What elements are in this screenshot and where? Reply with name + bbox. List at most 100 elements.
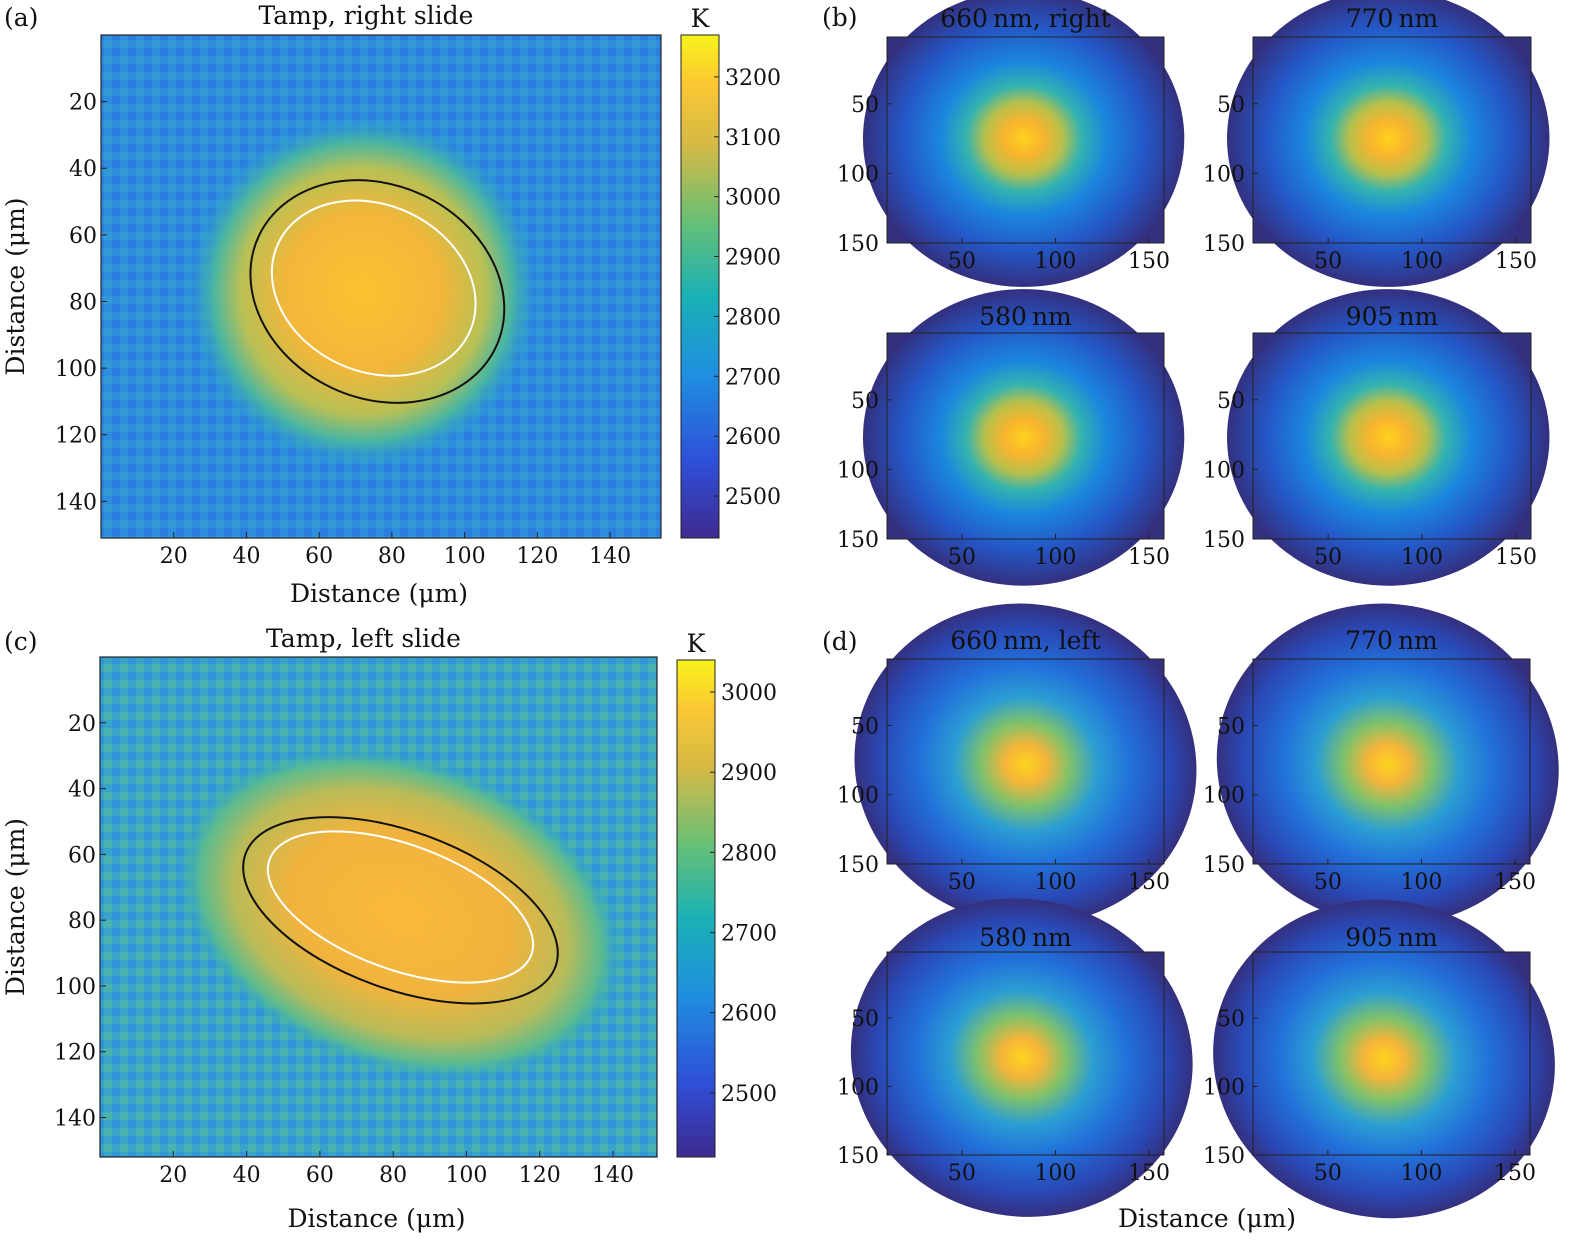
x-tick-label: 50 bbox=[1314, 545, 1342, 570]
image-title: 770 nm bbox=[1346, 4, 1439, 33]
colorbar-unit-label: K bbox=[691, 4, 711, 33]
y-tick-label: 80 bbox=[68, 909, 96, 934]
y-tick-label: 80 bbox=[69, 290, 97, 315]
y-tick-label: 150 bbox=[1203, 528, 1245, 553]
x-tick-label: 50 bbox=[948, 249, 976, 274]
panel-label-b: (b) bbox=[822, 3, 858, 32]
panel-label-a: (a) bbox=[4, 3, 38, 32]
x-tick-label: 40 bbox=[232, 544, 260, 569]
y-tick-label: 150 bbox=[837, 528, 879, 553]
plot-frame bbox=[99, 656, 658, 1158]
colorbar-tick-label: 2500 bbox=[721, 1082, 777, 1107]
y-tick-label: 60 bbox=[69, 224, 97, 249]
image-frame bbox=[886, 36, 1165, 244]
x-tick-label: 20 bbox=[160, 544, 188, 569]
y-tick-label: 100 bbox=[1203, 784, 1245, 809]
x-tick-label: 50 bbox=[948, 545, 976, 570]
emission-spot bbox=[863, 0, 1185, 287]
emission-spot bbox=[850, 898, 1193, 1217]
x-tick-label: 120 bbox=[516, 544, 558, 569]
x-tick-label: 40 bbox=[233, 1163, 261, 1188]
y-tick-label: 50 bbox=[1217, 93, 1245, 118]
contour-line-1 bbox=[266, 830, 535, 984]
x-tick-label: 80 bbox=[379, 1163, 407, 1188]
y-tick-label: 40 bbox=[69, 157, 97, 182]
spectral-image-d-1: 50 100 150 50 100 150 770 nm bbox=[1203, 603, 1559, 925]
x-tick-label: 50 bbox=[948, 1161, 976, 1186]
colorbar bbox=[676, 659, 716, 1158]
y-tick-label: 50 bbox=[851, 389, 879, 414]
x-tick-label: 60 bbox=[305, 544, 333, 569]
image-frame bbox=[1252, 658, 1531, 865]
x-tick-label: 150 bbox=[1128, 545, 1170, 570]
y-tick-label: 100 bbox=[1203, 458, 1245, 483]
y-tick-label: 20 bbox=[68, 712, 96, 737]
y-tick-label: 100 bbox=[54, 975, 96, 1000]
colorbar-tick-label: 2900 bbox=[721, 761, 777, 786]
x-tick-label: 100 bbox=[1034, 1161, 1076, 1186]
heatmap-panel-a: 20 40 60 80 100 120 140 20 40 60 80 100 120 140 Tamp, … bbox=[1, 1, 781, 608]
image-frame bbox=[1252, 951, 1531, 1156]
y-tick-label: 120 bbox=[55, 424, 97, 449]
x-tick-label: 100 bbox=[1034, 870, 1076, 895]
y-tick-label: 50 bbox=[1217, 389, 1245, 414]
x-tick-label: 150 bbox=[1494, 1161, 1536, 1186]
y-tick-label: 100 bbox=[1203, 162, 1245, 187]
emission-spot bbox=[1216, 603, 1559, 925]
y-tick-label: 150 bbox=[837, 232, 879, 257]
y-axis-label: Distance (μm) bbox=[1, 197, 30, 375]
x-tick-label: 100 bbox=[1400, 1161, 1442, 1186]
colorbar-tick-label: 2800 bbox=[721, 841, 777, 866]
y-tick-label: 100 bbox=[1203, 1075, 1245, 1100]
colorbar-tick-label: 2600 bbox=[721, 1002, 777, 1027]
y-tick-label: 100 bbox=[55, 357, 97, 382]
y-tick-label: 50 bbox=[851, 1007, 879, 1032]
x-tick-label: 100 bbox=[1400, 870, 1442, 895]
image-frame bbox=[886, 332, 1165, 540]
contour-line-0 bbox=[242, 816, 559, 1005]
emission-spot bbox=[854, 603, 1197, 925]
y-tick-label: 60 bbox=[68, 843, 96, 868]
colorbar-tick-label: 3000 bbox=[725, 186, 781, 211]
y-tick-label: 150 bbox=[1203, 232, 1245, 257]
colorbar-tick-label: 2500 bbox=[725, 485, 781, 510]
contour-line-1 bbox=[270, 199, 477, 377]
y-tick-label: 50 bbox=[1217, 714, 1245, 739]
x-tick-label: 100 bbox=[445, 1163, 487, 1188]
y-tick-label: 50 bbox=[851, 714, 879, 739]
y-axis-label: Distance (μm) bbox=[1, 818, 30, 996]
colorbar-tick-label: 2600 bbox=[725, 425, 781, 450]
x-tick-label: 50 bbox=[948, 870, 976, 895]
image-title: 905 nm bbox=[1346, 302, 1439, 331]
y-tick-label: 150 bbox=[837, 853, 879, 878]
chart-title: Tamp, left slide bbox=[266, 624, 461, 653]
y-tick-label: 100 bbox=[837, 162, 879, 187]
colorbar-tick-label: 3100 bbox=[725, 126, 781, 151]
colorbar-tick-label: 3000 bbox=[721, 681, 777, 706]
x-tick-label: 60 bbox=[306, 1163, 334, 1188]
y-tick-label: 100 bbox=[837, 458, 879, 483]
spectral-image-b-3: 50 100 150 50 100 150 905 nm bbox=[1203, 289, 1550, 586]
spectral-image-b-1: 50 100 150 50 100 150 770 nm bbox=[1203, 0, 1550, 287]
x-axis-label: Distance (μm) bbox=[290, 579, 468, 608]
y-tick-label: 150 bbox=[1203, 1144, 1245, 1169]
emission-spot bbox=[1227, 0, 1550, 287]
spectral-image-b-2: 50 100 150 50 100 150 580 nm bbox=[837, 289, 1185, 586]
y-tick-label: 140 bbox=[55, 490, 97, 515]
spectral-image-d-2: 50 100 150 50 100 150 580 nm bbox=[837, 898, 1193, 1217]
y-tick-label: 150 bbox=[837, 1144, 879, 1169]
x-tick-label: 140 bbox=[592, 1163, 634, 1188]
image-title: 580 nm bbox=[979, 923, 1072, 952]
x-tick-label: 20 bbox=[159, 1163, 187, 1188]
colorbar-tick-label: 2700 bbox=[725, 365, 781, 390]
y-tick-label: 140 bbox=[54, 1107, 96, 1132]
x-tick-label: 150 bbox=[1128, 249, 1170, 274]
x-tick-label: 150 bbox=[1128, 870, 1170, 895]
x-tick-label: 50 bbox=[1314, 1161, 1342, 1186]
x-tick-label: 100 bbox=[1401, 545, 1443, 570]
chart-title: Tamp, right slide bbox=[259, 1, 474, 30]
image-frame bbox=[1252, 36, 1532, 244]
colorbar-tick-label: 2800 bbox=[725, 305, 781, 330]
x-tick-label: 150 bbox=[1495, 545, 1537, 570]
